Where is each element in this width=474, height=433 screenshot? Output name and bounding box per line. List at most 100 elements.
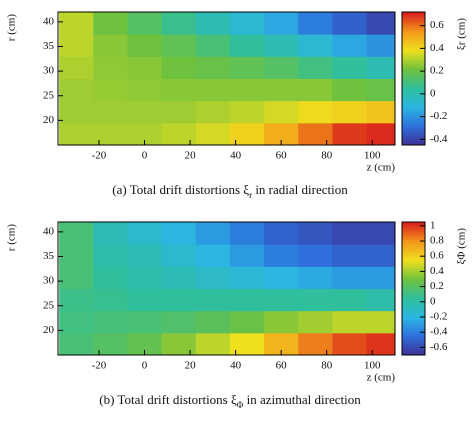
- heat-cell: [195, 222, 231, 245]
- heat-cell: [332, 56, 368, 79]
- colorbar-tick-label: 0: [430, 87, 436, 99]
- heat-cell: [59, 78, 94, 102]
- heat-cell: [59, 100, 94, 124]
- heat-cell: [229, 34, 265, 57]
- heat-cell: [127, 122, 163, 146]
- colorbar-swatch: [402, 118, 425, 122]
- x-tick-label: 100: [364, 360, 381, 372]
- colorbar-swatch: [402, 38, 425, 42]
- colorbar-tick-label: 0.6: [430, 19, 444, 31]
- colorbar-swatch: [402, 332, 425, 336]
- colorbar-swatch: [402, 246, 425, 250]
- colorbar-swatch: [402, 31, 425, 35]
- colorbar-swatch: [402, 264, 425, 267]
- x-tick-label: 40: [230, 360, 242, 372]
- colorbar-swatch: [402, 257, 425, 261]
- heat-cell: [93, 244, 128, 267]
- heat-cell: [332, 222, 368, 245]
- heat-cell: [264, 12, 299, 35]
- colorbar-swatch: [402, 255, 425, 258]
- heat-cell: [195, 266, 231, 289]
- colorbar-swatch: [402, 113, 425, 117]
- colorbar-swatch: [402, 237, 425, 241]
- heat-cell: [332, 34, 368, 57]
- colorbar-swatch: [402, 18, 425, 22]
- colorbar-swatch: [402, 339, 425, 343]
- colorbar-swatch: [402, 248, 425, 252]
- colorbar-swatch: [402, 308, 425, 312]
- colorbar-swatch: [402, 268, 425, 272]
- colorbar-swatch: [402, 138, 425, 142]
- colorbar-swatch: [402, 107, 425, 111]
- heat-cell: [195, 100, 231, 124]
- heat-cell: [332, 12, 368, 35]
- colorbar-tick-label: -0.4: [430, 133, 448, 145]
- colorbar-tick-label: -0.6: [430, 341, 448, 353]
- colorbar-swatch: [402, 228, 425, 232]
- colorbar-swatch: [402, 67, 425, 71]
- colorbar-tick-label: 0.2: [430, 65, 444, 77]
- x-tick-label: 100: [364, 150, 381, 162]
- caption-text: in azimuthal direction: [243, 392, 361, 407]
- heat-cell: [264, 310, 299, 334]
- colorbar-swatch: [402, 89, 425, 93]
- colorbar-swatch: [402, 80, 425, 84]
- heat-cell: [59, 310, 94, 334]
- colorbar-swatch: [402, 312, 425, 316]
- colorbar-swatch: [402, 56, 425, 60]
- heat-cell: [366, 222, 396, 245]
- colorbar-swatch: [402, 343, 425, 347]
- heat-cell: [59, 244, 94, 267]
- colorbar-swatch: [402, 125, 425, 128]
- y-tick-label: 25: [43, 299, 55, 311]
- heat-cell: [195, 288, 231, 312]
- heat-cell: [229, 100, 265, 124]
- colorbar-swatch: [402, 352, 425, 356]
- colorbar-swatch: [402, 230, 425, 234]
- colorbar-tick-label: -0.2: [430, 110, 447, 122]
- heat-cell: [93, 310, 128, 334]
- y-tick-label: 35: [43, 40, 55, 52]
- heat-cell: [332, 244, 368, 267]
- colorbar-swatch: [402, 328, 425, 332]
- heat-cell: [366, 56, 396, 79]
- colorbar-label: ξΦ (cm): [456, 228, 468, 265]
- heat-cell: [195, 56, 231, 79]
- heat-cell: [93, 12, 128, 35]
- colorbar-swatch: [402, 111, 425, 115]
- colorbar-swatch: [402, 43, 425, 46]
- heat-cell: [298, 332, 333, 356]
- caption-subscript: Φ: [237, 400, 244, 410]
- heat-cell: [195, 310, 231, 334]
- heat-cell: [127, 34, 163, 57]
- x-tick-label: 20: [185, 360, 197, 372]
- colorbar-swatch: [402, 27, 425, 31]
- colorbar-swatch: [402, 341, 425, 345]
- colorbar-frame: [401, 11, 426, 146]
- colorbar-swatch: [402, 127, 425, 130]
- colorbar-swatch: [402, 105, 425, 108]
- colorbar-swatch: [402, 241, 425, 245]
- colorbar-tick-label: 0.2: [430, 280, 444, 292]
- colorbar-swatch: [402, 74, 425, 77]
- heat-cell: [229, 56, 265, 79]
- heat-cell: [229, 12, 265, 35]
- heat-cell: [298, 78, 333, 102]
- heat-cell: [332, 310, 368, 334]
- colorbar-swatch: [402, 295, 425, 298]
- colorbar-swatch: [402, 350, 425, 354]
- caption-text: in radial direction: [252, 182, 348, 197]
- heat-cell: [127, 100, 163, 124]
- heat-cell: [332, 78, 368, 102]
- colorbar-swatch: [402, 140, 425, 144]
- heat-cell: [332, 332, 368, 356]
- colorbar-swatch: [402, 60, 425, 64]
- colorbar-swatch: [402, 299, 425, 303]
- heat-cell: [264, 222, 299, 245]
- colorbar-swatch: [402, 49, 425, 53]
- heat-cell: [298, 288, 333, 312]
- colorbar-swatch: [402, 301, 425, 305]
- colorbar-swatch: [402, 25, 425, 29]
- x-tick-label: 60: [276, 150, 288, 162]
